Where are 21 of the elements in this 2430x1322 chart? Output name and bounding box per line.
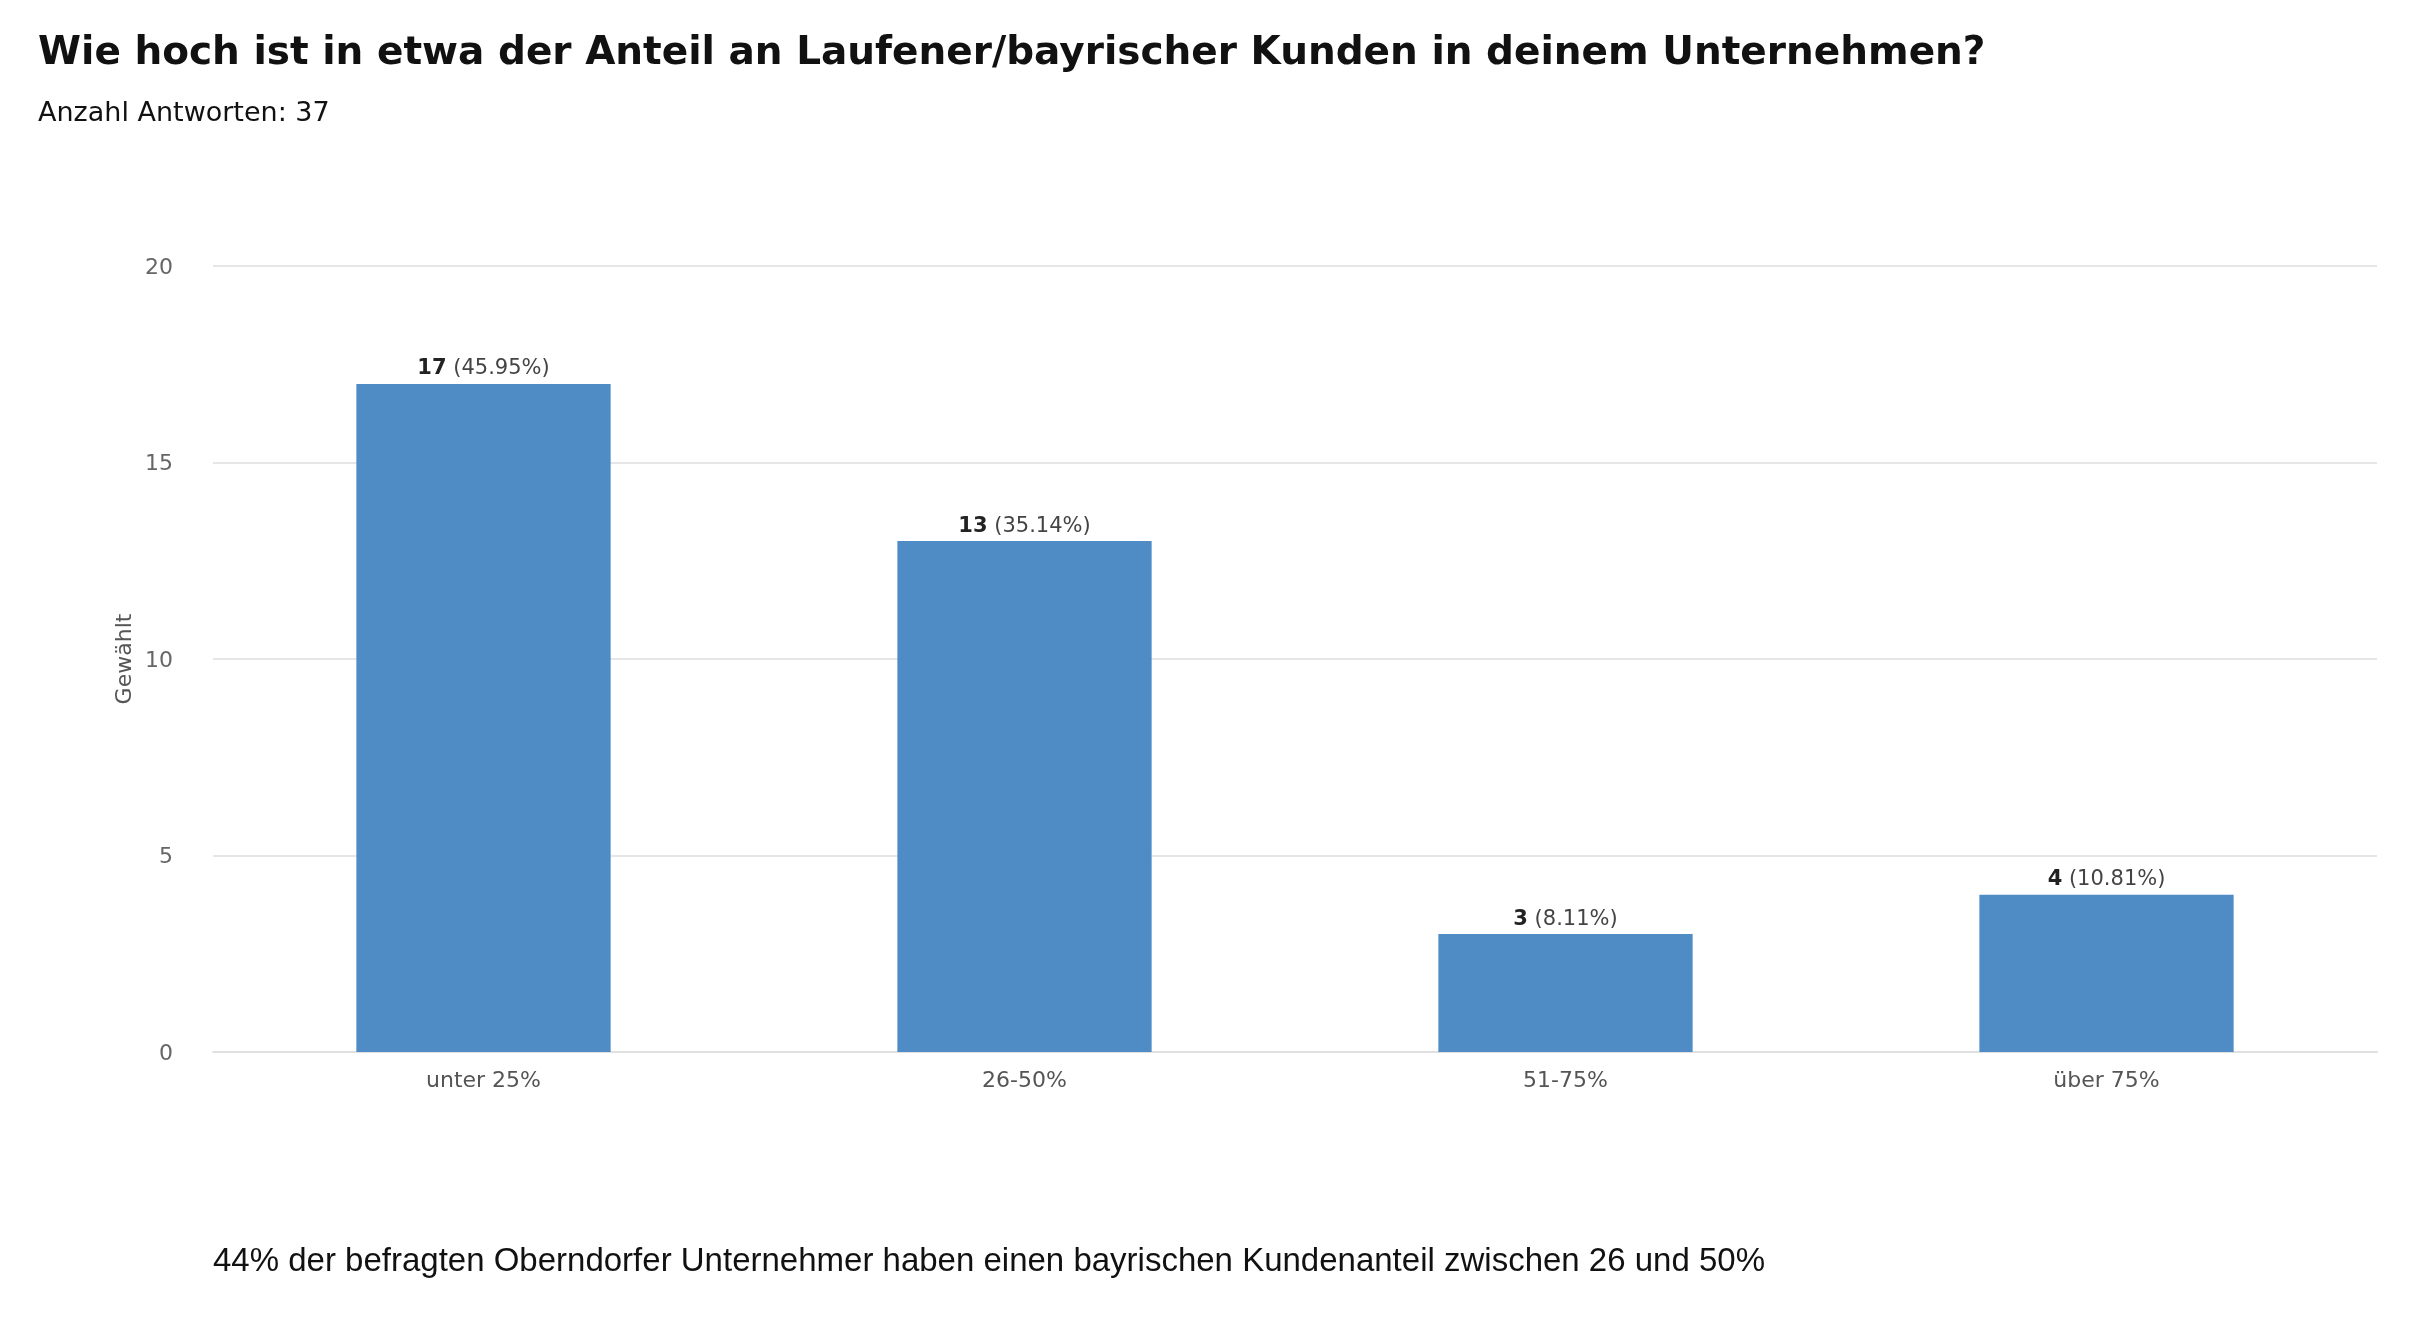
y-tick-label: 5 [159, 843, 173, 868]
x-tick-label: unter 25% [426, 1066, 541, 1092]
y-tick-label: 0 [159, 1039, 173, 1065]
bar [897, 541, 1152, 1052]
y-tick-label: 20 [145, 253, 173, 279]
y-tick-label: 15 [145, 450, 173, 475]
bar [356, 383, 611, 1052]
x-tick-label: 26-50% [982, 1066, 1067, 1092]
x-tick-label: über 75% [2053, 1066, 2160, 1092]
data-label: 4 (10.81%) [2047, 866, 2166, 891]
text: 44% der befragten Oberndorfer Unternehmer haben einen bayrischen Kundenanteil zwischen 26 und 50% [213, 1241, 1766, 1278]
bar [1979, 894, 2234, 1052]
bar [1438, 934, 1693, 1052]
y-axis-title: Gewählt [110, 613, 136, 705]
chart-title: Wie hoch ist in etwa der Anteil an Laufener/bayrischer Kunden in deinem Unternehmen? [38, 28, 1986, 73]
x-tick-label: 51-75% [1523, 1066, 1608, 1092]
data-label: 17 (45.95%) [417, 355, 550, 380]
y-tick-label: 10 [145, 646, 173, 672]
data-label: 3 (8.11%) [1513, 905, 1618, 930]
chart-subtitle: Anzahl Antworten: 37 [38, 96, 330, 127]
data-label: 13 (35.14%) [958, 512, 1091, 537]
